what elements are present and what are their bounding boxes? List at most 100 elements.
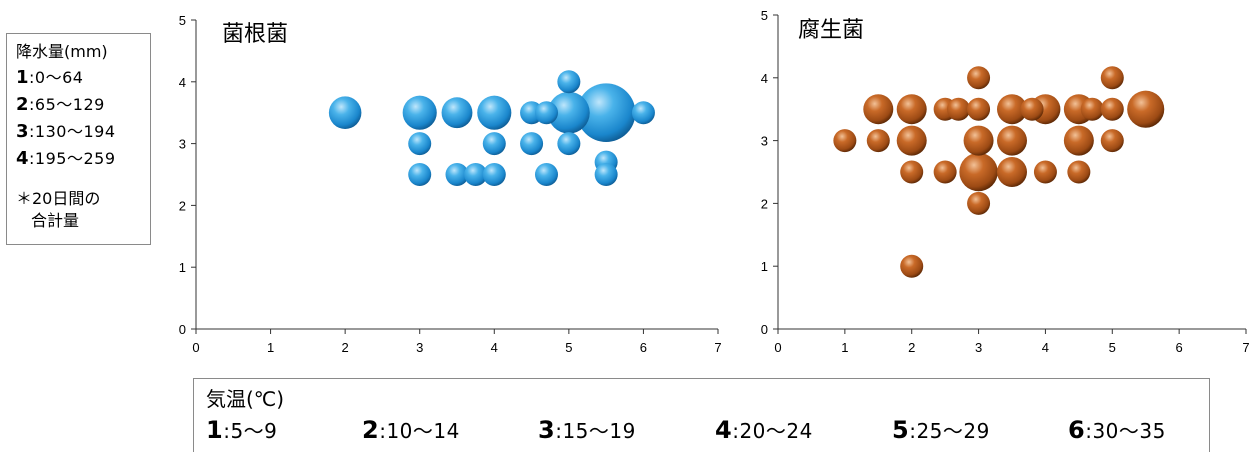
saprotroph-bubble	[967, 66, 991, 90]
precipitation-legend-item: 2:65〜129	[16, 91, 150, 118]
legend-range: :15〜19	[555, 419, 636, 443]
mycorrhizal-bubble	[547, 91, 590, 134]
saprotroph-bubble	[1100, 129, 1124, 153]
mycorrhizal-y-tick-label: 1	[179, 260, 186, 275]
mycorrhizal-x-tick-label: 4	[491, 340, 498, 355]
saprotroph-bubble	[1067, 160, 1091, 184]
precipitation-legend-item: 3:130〜194	[16, 118, 150, 145]
precipitation-legend-title: 降水量(mm)	[16, 42, 108, 61]
mycorrhizal-bubble	[594, 163, 618, 186]
saprotroph-x-tick-label: 5	[1109, 340, 1116, 355]
saprotroph-bubble	[1100, 97, 1124, 121]
mycorrhizal-bubble	[441, 97, 473, 129]
saprotroph-chart: 0 1 2 3 4 5 0 1 2 3 4 5 6 7 腐生菌	[761, 8, 1250, 355]
saprotroph-bubble	[997, 94, 1027, 125]
saprotroph-x-tick-label: 3	[975, 340, 982, 355]
mycorrhizal-x-tick-label: 0	[192, 340, 199, 355]
saprotroph-bubble	[959, 152, 998, 192]
saprotroph-bubble	[1033, 160, 1057, 184]
mycorrhizal-bubble	[477, 95, 512, 130]
saprotroph-bubble	[1127, 90, 1165, 128]
legend-code: 4	[16, 148, 30, 169]
legend-code: 5	[892, 416, 910, 444]
temperature-legend-item: 3:15〜19	[538, 413, 636, 448]
precipitation-note-line2: 合計量	[31, 211, 80, 230]
mycorrhizal-bubble	[482, 132, 506, 156]
mycorrhizal-x-tick-label: 6	[640, 340, 647, 355]
saprotroph-x-tick-label: 2	[908, 340, 915, 355]
mycorrhizal-x-tick-label: 7	[714, 340, 721, 355]
saprotroph-bubble	[997, 157, 1027, 187]
precipitation-legend-item: 4:195〜259	[16, 145, 150, 172]
saprotroph-bubble	[1080, 97, 1104, 121]
precipitation-legend: 降水量(mm) 1:0〜64 2:65〜129 3:130〜194 4:195〜…	[6, 33, 151, 245]
mycorrhizal-bubble	[534, 101, 558, 125]
temperature-legend-item: 1:5〜9	[206, 413, 277, 448]
mycorrhizal-bubble	[402, 95, 437, 130]
mycorrhizal-chart-title: 菌根菌	[222, 22, 288, 47]
mycorrhizal-y-tick-label: 3	[179, 137, 186, 152]
saprotroph-bubble	[900, 160, 924, 184]
mycorrhizal-bubble	[408, 132, 432, 156]
saprotroph-x-tick-label: 7	[1242, 340, 1249, 355]
mycorrhizal-y-tick-label: 4	[179, 75, 186, 90]
saprotroph-x-tick-label: 4	[1042, 340, 1049, 355]
precipitation-legend-item: 1:0〜64	[16, 64, 150, 91]
legend-code: 6	[1068, 416, 1086, 444]
legend-range: :25〜29	[909, 419, 990, 443]
temperature-legend-items: 1:5〜9 2:10〜14 3:15〜19 4:20〜24 5:25〜29 6:…	[206, 413, 1209, 447]
saprotroph-x-tick-label: 1	[841, 340, 848, 355]
saprotroph-x-tick-label: 6	[1176, 340, 1183, 355]
saprotroph-bubble	[900, 254, 924, 278]
mycorrhizal-bubble	[482, 163, 506, 186]
temperature-legend-item: 4:20〜24	[715, 413, 813, 448]
legend-range: :30〜35	[1085, 419, 1166, 443]
mycorrhizal-bubble	[631, 101, 655, 125]
saprotroph-bubble	[866, 129, 890, 153]
mycorrhizal-bubble	[328, 96, 362, 129]
legend-range: :10〜14	[379, 419, 460, 443]
mycorrhizal-bubble	[408, 163, 432, 186]
saprotroph-bubble	[967, 191, 991, 215]
saprotroph-bubble	[997, 125, 1027, 156]
saprotroph-chart-title: 腐生菌	[798, 18, 864, 43]
legend-range: :0〜64	[29, 68, 84, 87]
temperature-legend-item: 2:10〜14	[362, 413, 460, 448]
mycorrhizal-chart: 0 1 2 3 4 5 0 1 2 3 4 5 6 7 菌根菌	[179, 13, 722, 355]
saprotroph-y-tick-label: 2	[761, 196, 768, 211]
saprotroph-bubble	[947, 97, 971, 121]
precipitation-note: ＊20日間の	[16, 189, 101, 208]
mycorrhizal-x-tick-label: 1	[267, 340, 274, 355]
mycorrhizal-y-tick-label: 0	[179, 322, 186, 337]
mycorrhizal-y-tick-label: 5	[179, 13, 186, 28]
mycorrhizal-bubble	[534, 163, 558, 186]
saprotroph-bubble	[967, 97, 991, 121]
saprotroph-bubble	[1020, 97, 1044, 121]
legend-range: :65〜129	[29, 95, 105, 114]
saprotroph-bubble	[1063, 125, 1094, 156]
saprotroph-y-tick-label: 4	[761, 71, 768, 86]
mycorrhizal-bubble	[557, 132, 581, 156]
legend-code: 3	[538, 416, 556, 444]
temperature-legend-item: 5:25〜29	[892, 413, 990, 448]
saprotroph-bubble	[933, 160, 957, 184]
legend-code: 2	[362, 416, 380, 444]
legend-code: 3	[16, 121, 30, 142]
legend-range: :195〜259	[29, 149, 116, 168]
saprotroph-bubble	[1100, 66, 1124, 90]
temperature-legend: 気温(℃) 1:5〜9 2:10〜14 3:15〜19 4:20〜24 5:25…	[193, 378, 1210, 452]
saprotroph-bubble	[833, 129, 857, 153]
mycorrhizal-bubble	[576, 83, 636, 143]
mycorrhizal-y-tick-label: 2	[179, 198, 186, 213]
legend-range: :5〜9	[223, 419, 278, 443]
saprotroph-bubble	[896, 125, 927, 156]
temperature-legend-title: 気温(℃)	[206, 387, 285, 411]
legend-code: 1	[16, 67, 30, 88]
mycorrhizal-x-tick-label: 5	[565, 340, 572, 355]
legend-code: 1	[206, 416, 224, 444]
mycorrhizal-bubble	[557, 70, 581, 94]
mycorrhizal-x-tick-label: 2	[342, 340, 349, 355]
mycorrhizal-bubble	[445, 163, 469, 186]
saprotroph-bubble	[863, 94, 894, 125]
